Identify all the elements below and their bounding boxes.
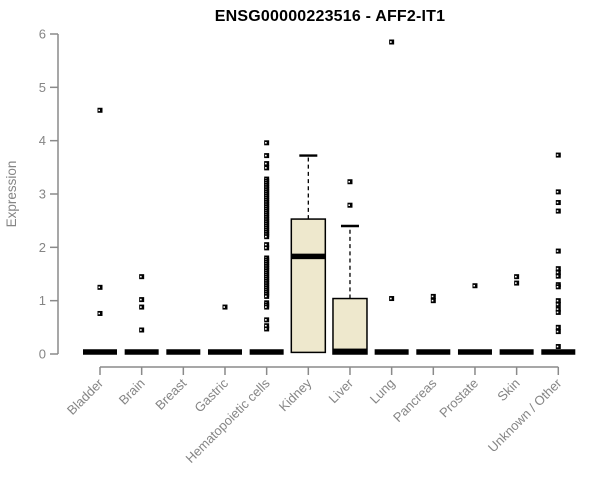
collapsed-box-prostate: [457, 349, 492, 355]
outlier-point-center-bladder: [98, 109, 100, 112]
outlier-point-center-hematopoietic-cells: [265, 243, 267, 246]
x-tick-label-gastric: Gastric: [191, 375, 231, 415]
chart-title: ENSG00000223516 - AFF2-IT1: [215, 8, 446, 25]
median-line-liver: [332, 348, 367, 355]
collapsed-box-pancreas: [416, 349, 451, 355]
outlier-point-center-unknown-other: [556, 210, 559, 212]
median-line-kidney: [291, 253, 326, 260]
outlier-point-center-skin: [515, 275, 517, 278]
outlier-point-center-pancreas: [431, 299, 434, 302]
collapsed-box-brain: [124, 349, 159, 355]
outlier-point-center-unknown-other: [556, 275, 559, 277]
outlier-point-center-lung: [390, 297, 392, 300]
box-kidney: [290, 218, 327, 354]
collapsed-box-bladder: [83, 349, 117, 355]
outlier-point-center-unknown-other: [556, 308, 559, 310]
y-tick-label-0: 0: [39, 347, 46, 362]
outlier-point-center-unknown-other: [556, 201, 559, 204]
x-tick-label-bladder: Bladder: [64, 375, 107, 418]
outlier-point-center-unknown-other: [556, 267, 559, 270]
outlier-point-center-hematopoietic-cells: [265, 235, 267, 238]
outlier-point-center-unknown-other: [556, 154, 559, 156]
x-tick-label-breast: Breast: [152, 375, 189, 412]
outlier-point-center-bladder: [98, 286, 100, 289]
outlier-point-center-lung: [390, 41, 392, 43]
outlier-point-center-hematopoietic-cells: [265, 142, 267, 144]
outlier-point-center-unknown-other: [556, 311, 559, 314]
outlier-point-center-hematopoietic-cells: [265, 154, 267, 157]
outlier-point-center-hematopoietic-cells: [265, 328, 267, 330]
collapsed-box-skin: [499, 349, 534, 355]
x-tick-label-prostate: Prostate: [436, 376, 481, 421]
x-tick-label-skin: Skin: [494, 376, 522, 404]
outlier-point-center-hematopoietic-cells: [265, 295, 267, 298]
outlier-point-center-liver: [348, 180, 350, 183]
box-liver: [332, 297, 368, 355]
outlier-point-center-brain: [140, 275, 142, 278]
y-tick-label-5: 5: [39, 80, 46, 95]
outlier-point-center-gastric: [223, 306, 225, 308]
outlier-point-center-brain: [140, 329, 142, 331]
x-tick-label-liver: Liver: [326, 375, 357, 406]
x-tick-label-kidney: Kidney: [276, 375, 315, 414]
outlier-point-center-prostate: [473, 284, 475, 287]
outlier-point-center-unknown-other: [556, 271, 559, 274]
outlier-point-center-unknown-other: [556, 250, 559, 252]
outlier-point-center-skin: [515, 282, 517, 284]
x-tick-label-unknown-other: Unknown / Other: [485, 375, 565, 455]
outlier-point-center-hematopoietic-cells: [265, 324, 267, 327]
outlier-point-center-unknown-other: [556, 191, 559, 193]
y-axis-label: Expression: [4, 161, 19, 228]
outlier-point-center-unknown-other: [556, 345, 559, 348]
collapsed-box-breast: [166, 349, 201, 355]
outlier-point-center-brain: [140, 298, 142, 301]
y-tick-label-4: 4: [39, 133, 46, 148]
collapsed-box-hematopoietic-cells: [249, 349, 284, 355]
outlier-point-center-unknown-other: [556, 303, 559, 306]
outlier-point-center-bladder: [98, 312, 100, 315]
outlier-point-center-hematopoietic-cells: [265, 162, 267, 165]
outlier-point-center-brain: [140, 306, 142, 308]
y-tick-label-6: 6: [39, 27, 46, 42]
outlier-point-center-hematopoietic-cells: [265, 319, 267, 321]
y-tick-label-3: 3: [39, 187, 46, 202]
outlier-point-center-pancreas: [431, 295, 434, 298]
outlier-point-center-hematopoietic-cells: [265, 306, 267, 308]
outlier-point-center-hematopoietic-cells: [265, 247, 267, 249]
y-tick-label-1: 1: [39, 293, 46, 308]
x-tick-label-pancreas: Pancreas: [390, 375, 440, 425]
x-tick-label-brain: Brain: [116, 376, 148, 408]
outlier-point-center-unknown-other: [556, 330, 559, 333]
outlier-point-center-unknown-other: [556, 299, 559, 302]
collapsed-box-unknown-other: [541, 349, 576, 355]
outlier-point-center-liver: [348, 204, 350, 206]
outlier-point-center-hematopoietic-cells: [265, 167, 267, 169]
outlier-point-center-unknown-other: [556, 326, 559, 329]
collapsed-box-lung: [374, 349, 409, 355]
collapsed-box-gastric: [207, 349, 242, 355]
x-tick-label-lung: Lung: [367, 376, 398, 407]
y-tick-label-2: 2: [39, 240, 46, 255]
outlier-point-center-unknown-other: [556, 286, 559, 288]
